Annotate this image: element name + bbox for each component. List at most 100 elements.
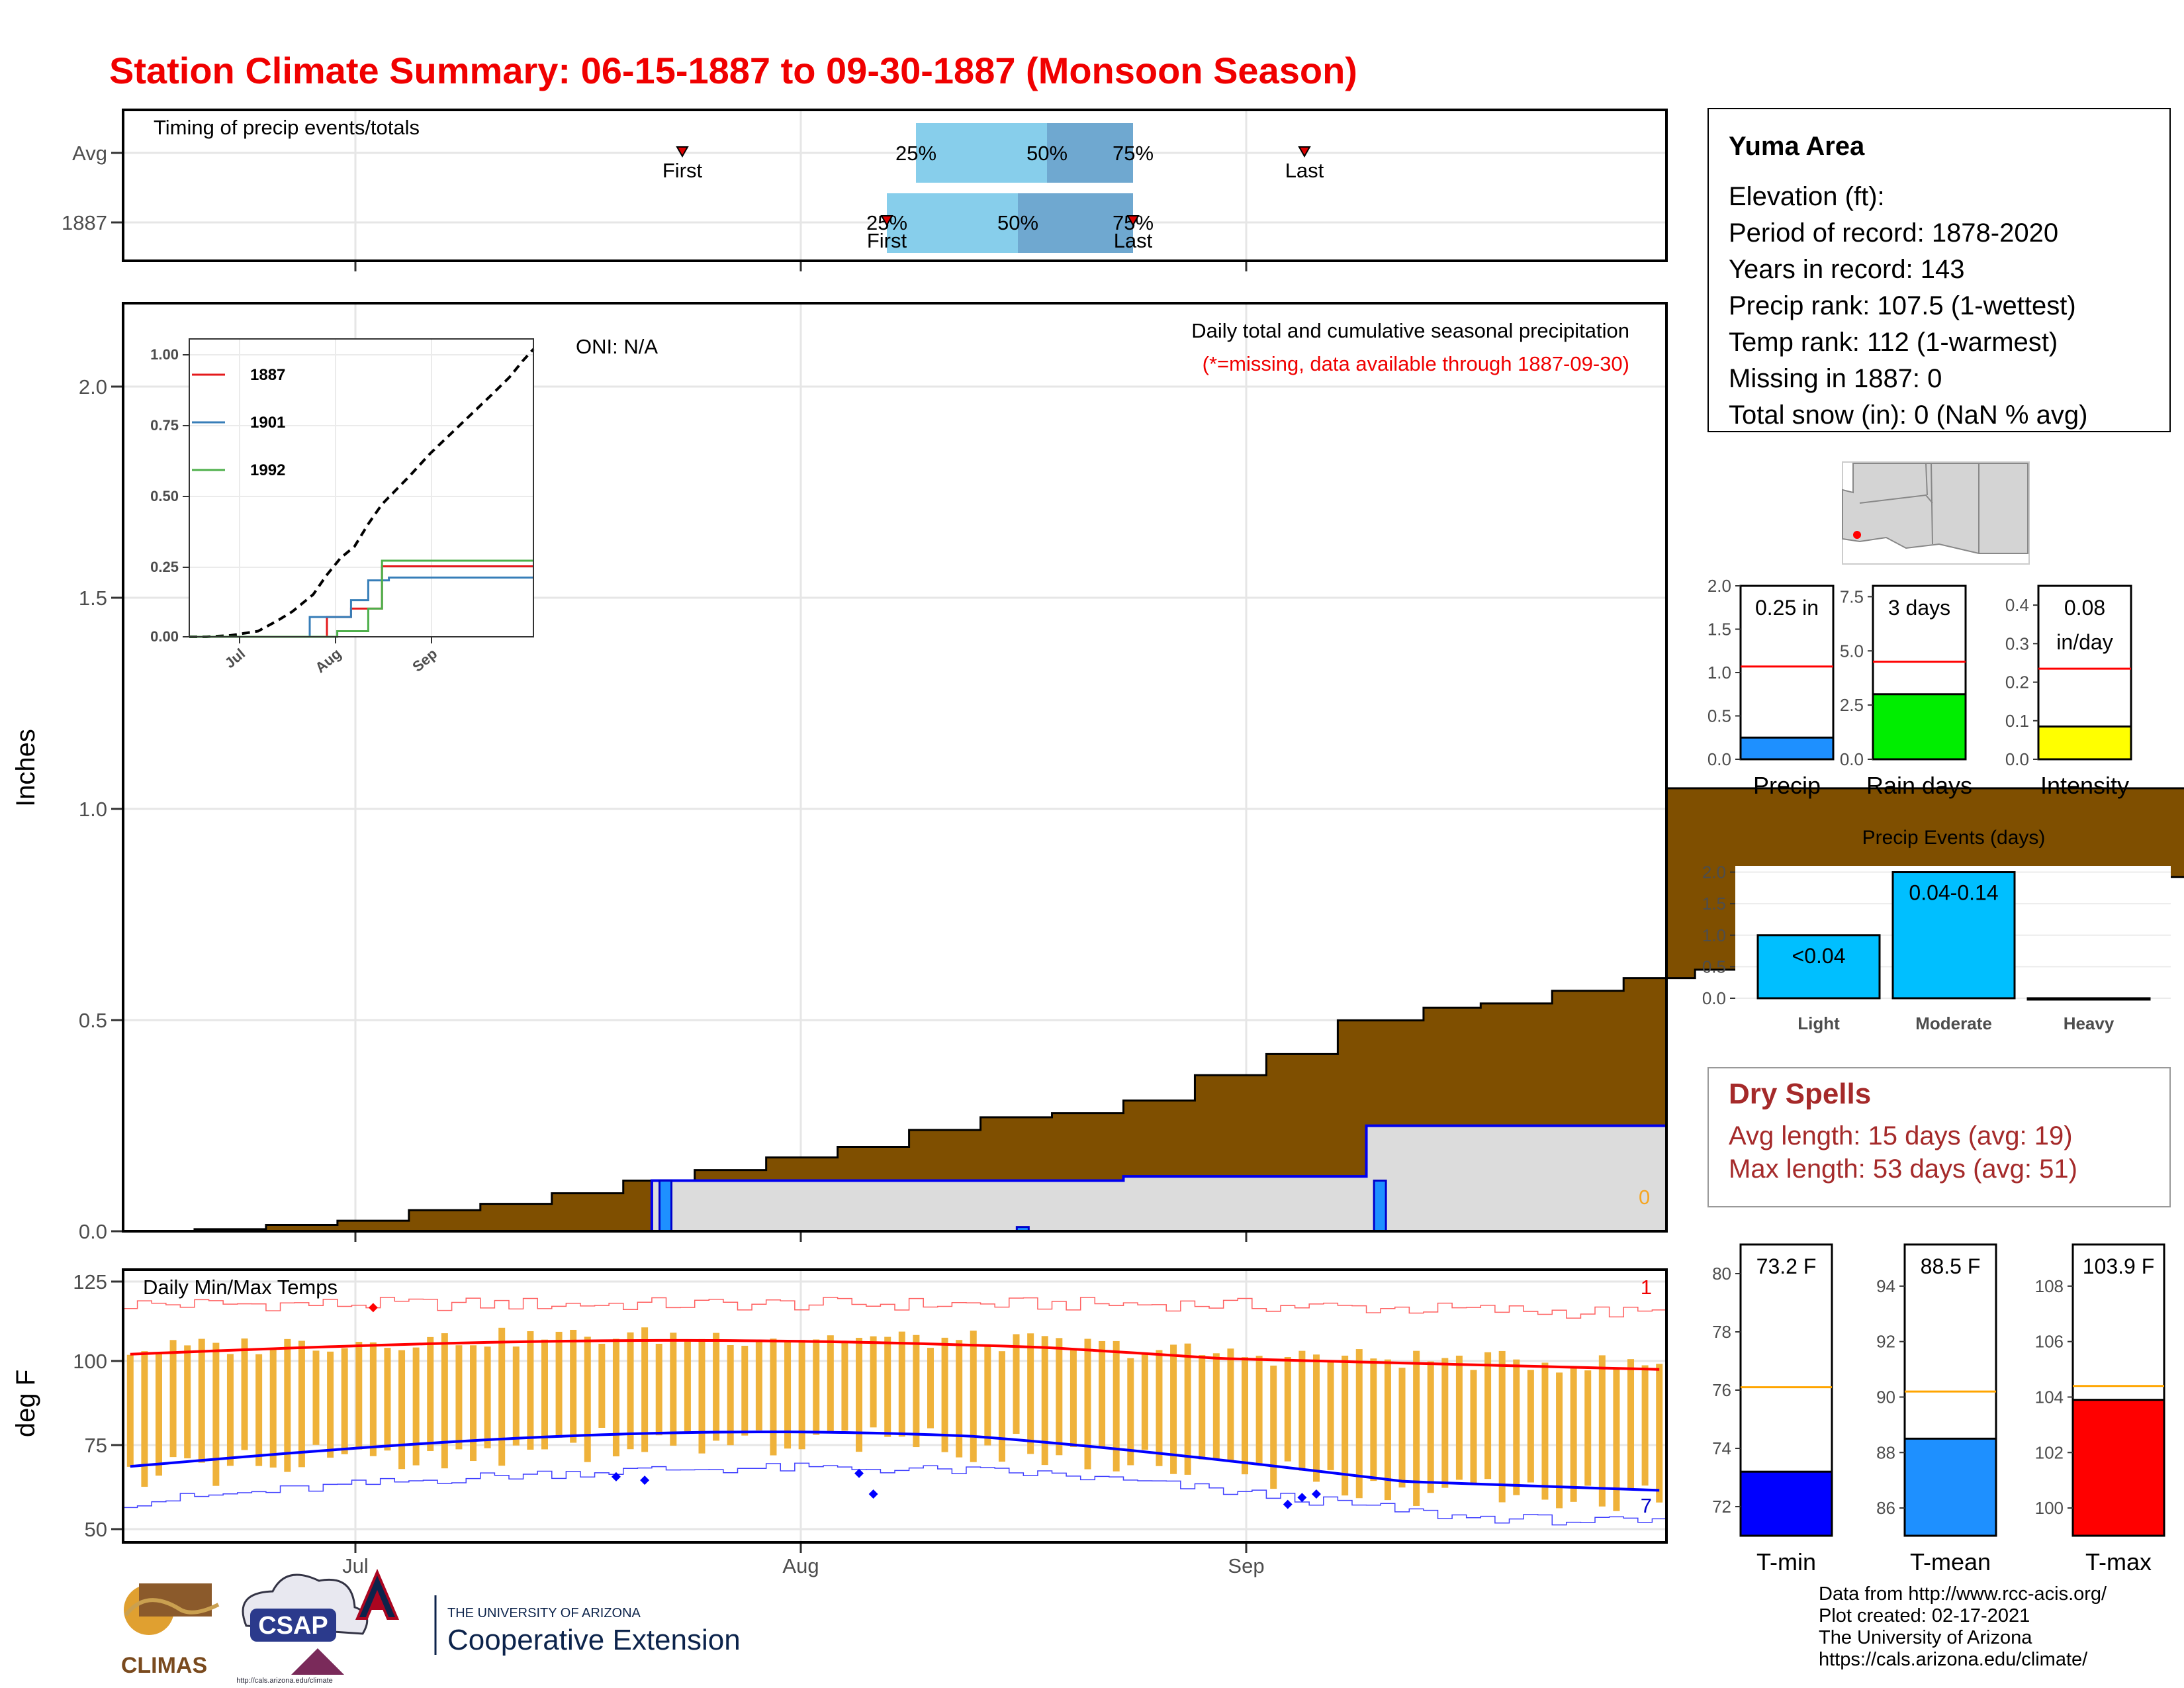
record-low-line	[123, 1462, 1666, 1526]
temp-panel: Daily Min/Max Temps 1 7 125 100 75 50 Ju…	[11, 1268, 1668, 1577]
daily-temp-bar	[384, 1348, 391, 1451]
mini-bar-value	[1872, 693, 1967, 761]
avg-first-label: First	[662, 159, 703, 182]
temp-bar-value	[1903, 1437, 1997, 1537]
avg-pct-25: 25%	[895, 142, 936, 165]
ytick-2.0: 2.0	[79, 375, 107, 399]
daily-temp-bar	[1084, 1338, 1091, 1470]
ytick-1.0: 1.0	[79, 798, 107, 821]
record-low-marker	[1283, 1499, 1293, 1509]
daily-temp-bar	[212, 1342, 220, 1486]
daily-temp-bar	[284, 1338, 291, 1472]
mini-bar-tick-label: 7.5	[1840, 586, 1864, 606]
daily-temp-bar	[684, 1339, 691, 1434]
daily-temp-bar	[1342, 1355, 1349, 1496]
avg-last-label: Last	[1285, 159, 1324, 182]
precip-panel: 0 ONI: N/A Daily total and cumulative se…	[11, 302, 2184, 1243]
daily-temp-bar	[813, 1339, 820, 1435]
events-ytick: 1.5	[1702, 894, 1726, 914]
mini-bar-tick-label: 2.0	[1707, 576, 1731, 596]
year-cumulative-area	[123, 1125, 1666, 1231]
events-ytick: 0.5	[1702, 957, 1726, 976]
daily-temp-bar	[369, 1342, 377, 1456]
daily-temp-bar	[956, 1340, 963, 1458]
daily-temp-bar	[1298, 1350, 1306, 1471]
oni-label: ONI: N/A	[576, 335, 658, 358]
normal-min-line	[130, 1430, 1660, 1492]
daily-temp-bar	[184, 1345, 191, 1459]
temp-min-count: 7	[1641, 1494, 1652, 1517]
record-low-marker	[640, 1476, 650, 1485]
station-years: Years in record: 143	[1729, 255, 1965, 284]
events-bar	[1756, 934, 1881, 1000]
daily-temp-bar	[898, 1331, 905, 1437]
daily-temp-bar	[1484, 1352, 1492, 1479]
temp-ytick-125: 125	[73, 1270, 107, 1293]
daily-temp-bar	[327, 1351, 334, 1458]
mini-bar-tick-label: 0.1	[2005, 711, 2029, 731]
daily-temp-bar	[470, 1345, 477, 1462]
daily-temp-bar	[1270, 1365, 1277, 1489]
mini-bar-tick-label: 5.0	[1840, 641, 1864, 661]
temp-bar-value-label: 88.5 F	[1921, 1254, 1981, 1278]
daily-temp-bar	[198, 1338, 205, 1463]
temp-bar-label: T-min	[1756, 1548, 1816, 1575]
daily-temp-bar	[884, 1336, 891, 1437]
missing-count-info: Missing in 1887: 0	[1729, 364, 1942, 393]
avg-q2-bar	[1047, 123, 1133, 183]
temp-bar-tick-label: 92	[1876, 1332, 1895, 1352]
timing-panel: Timing of precip events/totals Avg 1887 …	[62, 109, 1668, 271]
temp-bar-tick-label: 108	[2035, 1276, 2064, 1296]
inset-avg-line	[189, 348, 535, 638]
daily-temp-bar	[727, 1345, 734, 1446]
events-ytick: 1.0	[1702, 925, 1726, 945]
timing-label: Timing of precip events/totals	[154, 116, 420, 139]
avg-pct-75: 75%	[1113, 142, 1154, 165]
daily-temp-bar	[1498, 1350, 1506, 1503]
daily-temp-bar	[913, 1335, 920, 1448]
events-ytick: 0.0	[1702, 988, 1726, 1008]
daily-temp-bar	[427, 1336, 434, 1452]
daily-temp-bar	[241, 1338, 248, 1450]
dry-spells-box: Dry Spells Avg length: 15 days (avg: 19)…	[1707, 1067, 2171, 1207]
inset-1901-line	[189, 577, 533, 638]
mini-bar-tick-label: 0.4	[2005, 595, 2029, 615]
daily-temp-bar	[398, 1350, 406, 1470]
dry-spells-max: Max length: 53 days (avg: 51)	[1729, 1154, 2077, 1184]
daily-temp-bar	[169, 1340, 177, 1458]
xtick-sep: Sep	[1228, 1554, 1264, 1577]
daily-temp-bar	[870, 1336, 877, 1428]
inset-ytick-025: 0.25	[150, 559, 179, 575]
daily-temp-bar	[612, 1338, 619, 1457]
ua-big-text: Cooperative Extension	[447, 1624, 741, 1656]
daily-temp-bar	[1141, 1353, 1148, 1450]
yr-last-marker	[1126, 215, 1140, 227]
inset-ytick-1: 1.00	[150, 346, 179, 363]
daily-temp-bar	[141, 1351, 148, 1487]
daily-temp-bar	[1370, 1358, 1377, 1481]
temp-bar-tick-label: 76	[1712, 1380, 1731, 1400]
temp-bar-tick-label: 106	[2035, 1332, 2064, 1352]
daily-temp-bar	[355, 1342, 363, 1450]
mini-bar-tick-label: 0.0	[2005, 749, 2029, 769]
daily-temp-bar	[641, 1327, 649, 1452]
mini-bar-label: Rain days	[1866, 772, 1972, 799]
temp-bar-tick-label: 90	[1876, 1387, 1895, 1407]
logos: CLIMAS CSAP http://cals.arizona.edu/clim…	[121, 1568, 741, 1685]
daily-temp-bar	[1556, 1372, 1563, 1509]
temp-bar-value-label: 73.2 F	[1756, 1254, 1817, 1278]
yr-pct-50: 50%	[997, 211, 1038, 234]
daily-temp-bar	[655, 1344, 662, 1436]
daily-temp-bar	[770, 1338, 777, 1456]
daily-temp-bar	[1627, 1359, 1635, 1491]
mini-bar-value	[2037, 726, 2132, 761]
temp-bar-tick-label: 100	[2035, 1498, 2064, 1518]
daily-temp-bar	[1312, 1354, 1320, 1482]
mini-bar-label: Intensity	[2040, 772, 2129, 799]
daily-temp-bar	[1570, 1366, 1577, 1502]
ua-small-text: THE UNIVERSITY OF ARIZONA	[447, 1606, 641, 1620]
daily-temp-bar	[1427, 1361, 1434, 1493]
daily-temp-bar	[1541, 1362, 1549, 1500]
daily-temp-bar	[1099, 1340, 1106, 1448]
daily-temp-bar	[741, 1346, 749, 1436]
